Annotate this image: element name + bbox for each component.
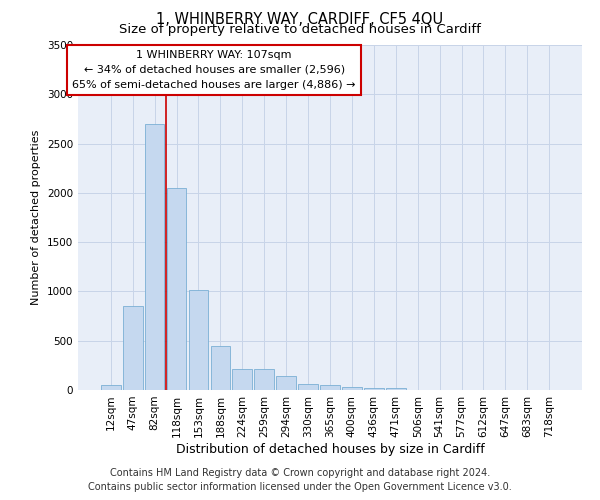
Bar bbox=[232, 369, 252, 390]
Bar bbox=[211, 346, 230, 390]
Text: Size of property relative to detached houses in Cardiff: Size of property relative to detached ho… bbox=[119, 22, 481, 36]
Bar bbox=[167, 188, 187, 390]
Text: 1 WHINBERRY WAY: 107sqm
← 34% of detached houses are smaller (2,596)
65% of semi: 1 WHINBERRY WAY: 107sqm ← 34% of detache… bbox=[73, 50, 356, 90]
Bar bbox=[342, 387, 362, 390]
Y-axis label: Number of detached properties: Number of detached properties bbox=[31, 130, 41, 305]
X-axis label: Distribution of detached houses by size in Cardiff: Distribution of detached houses by size … bbox=[176, 442, 484, 456]
Bar bbox=[276, 376, 296, 390]
Bar bbox=[254, 369, 274, 390]
Bar bbox=[364, 388, 384, 390]
Bar bbox=[101, 384, 121, 390]
Bar bbox=[386, 388, 406, 390]
Bar bbox=[320, 384, 340, 390]
Bar bbox=[188, 290, 208, 390]
Text: Contains HM Land Registry data © Crown copyright and database right 2024.
Contai: Contains HM Land Registry data © Crown c… bbox=[88, 468, 512, 492]
Bar bbox=[123, 306, 143, 390]
Text: 1, WHINBERRY WAY, CARDIFF, CF5 4QU: 1, WHINBERRY WAY, CARDIFF, CF5 4QU bbox=[157, 12, 443, 28]
Bar bbox=[298, 384, 318, 390]
Bar bbox=[145, 124, 164, 390]
